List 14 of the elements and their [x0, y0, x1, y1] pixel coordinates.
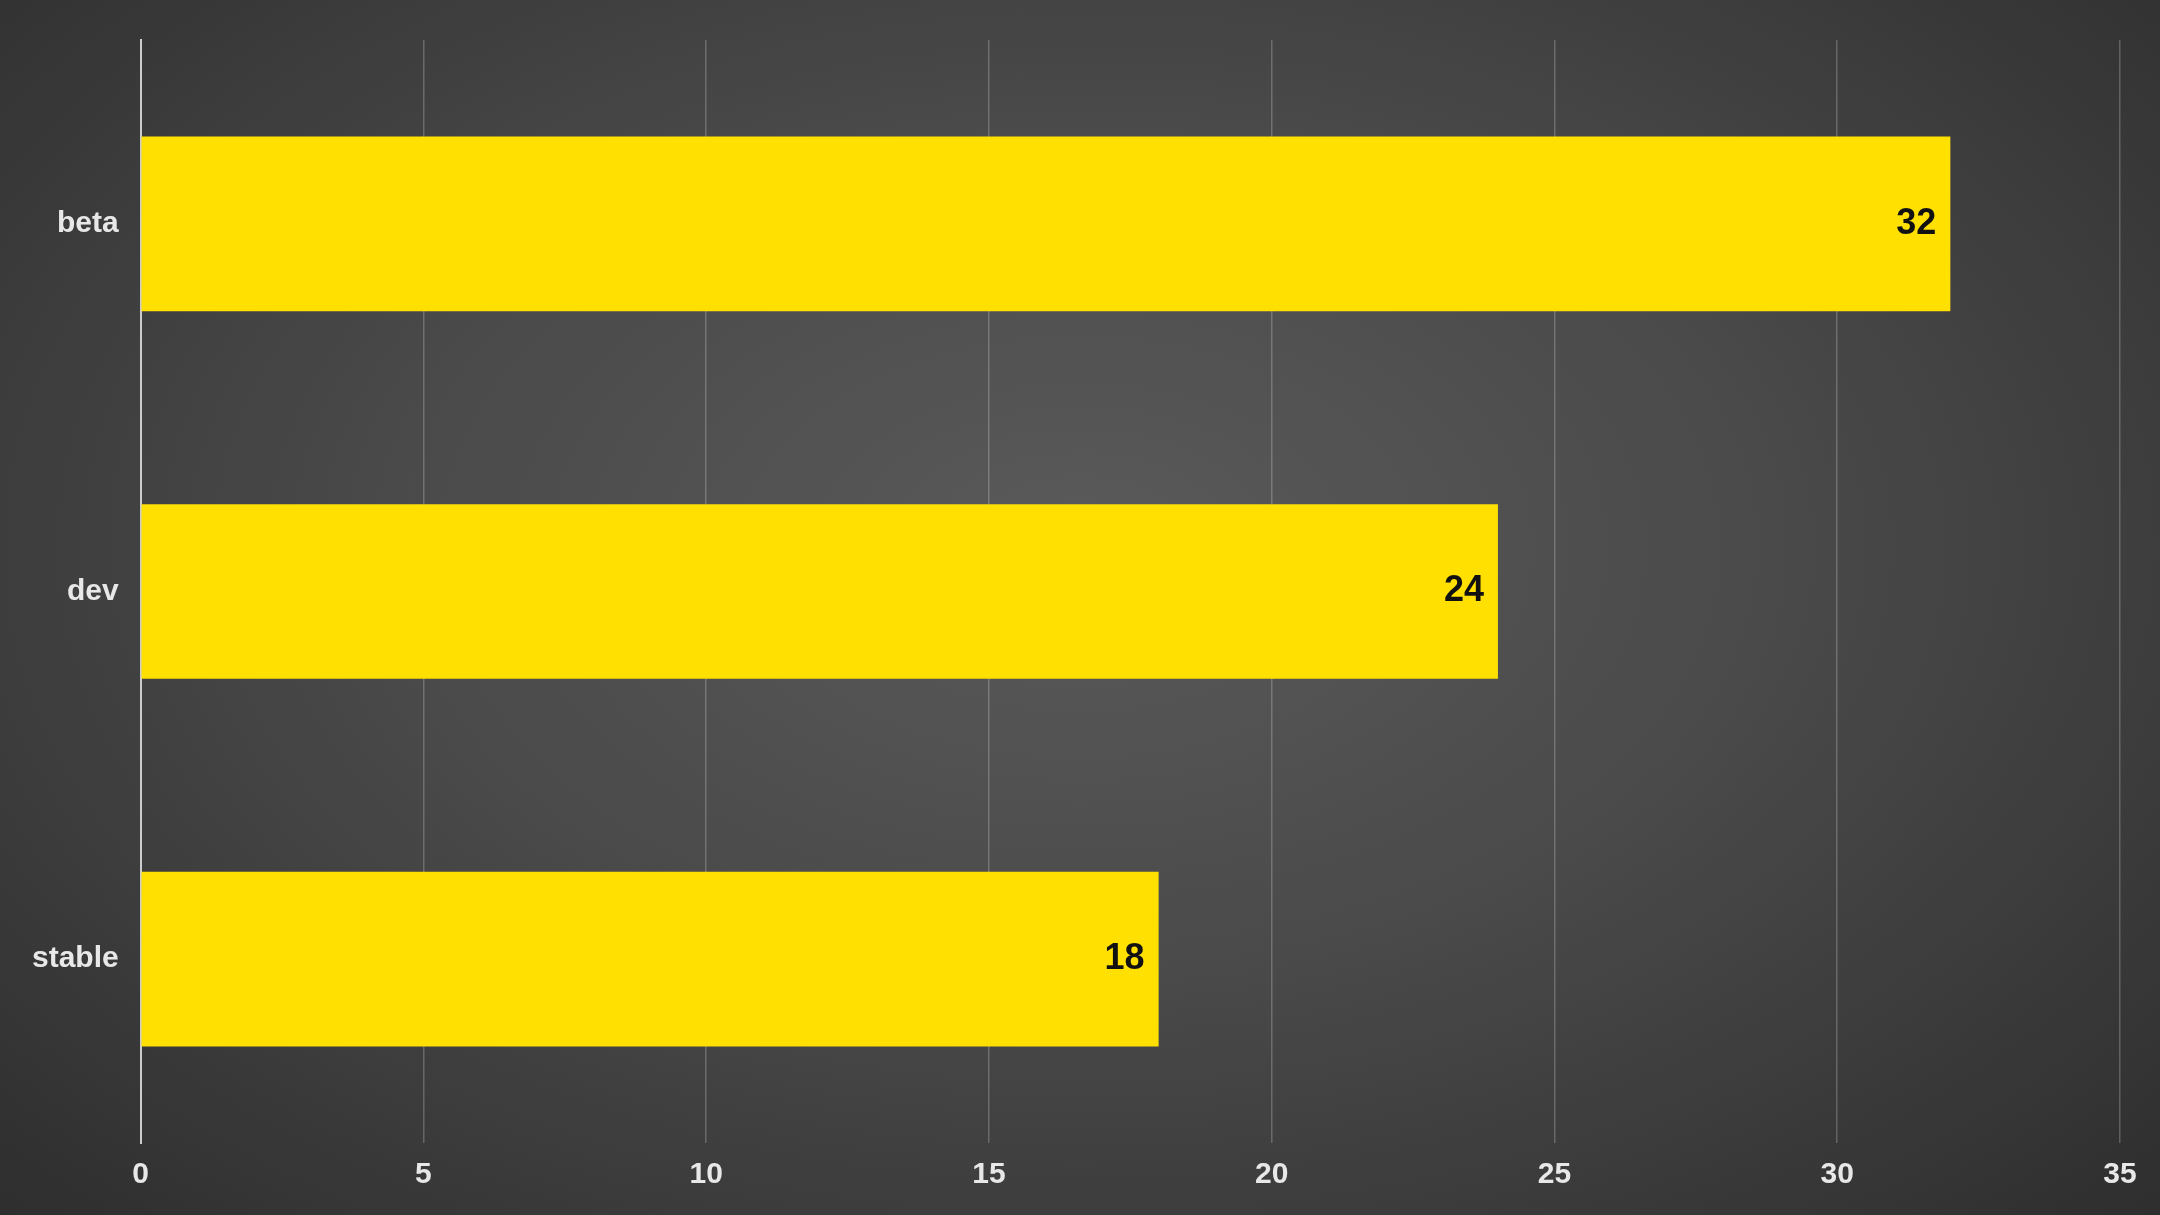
x-tick-label: 0	[132, 1156, 150, 1190]
data-label: 18	[1104, 936, 1145, 978]
x-tick-label: 20	[1255, 1156, 1289, 1190]
x-tick-label: 30	[1820, 1156, 1854, 1190]
x-tick-label: 35	[2103, 1156, 2137, 1190]
x-tick-label: 15	[972, 1156, 1006, 1190]
x-tick-label: 5	[415, 1156, 432, 1190]
data-label: 24	[1443, 568, 1484, 610]
y-tick-label: beta	[57, 205, 120, 239]
data-label: 32	[1896, 200, 1937, 242]
y-tick-label: dev	[67, 572, 120, 606]
x-tick-label: 10	[689, 1156, 723, 1190]
y-tick-label: stable	[31, 940, 119, 974]
x-tick-label: 25	[1537, 1156, 1572, 1190]
